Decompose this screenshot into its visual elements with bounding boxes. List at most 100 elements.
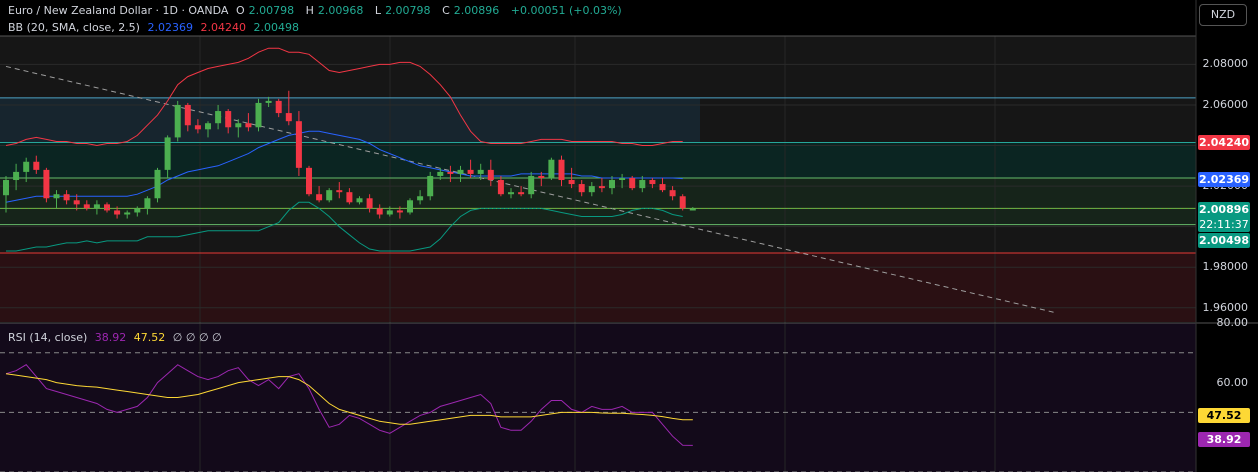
candle-body xyxy=(518,192,525,195)
countdown-value: 22:11:37 xyxy=(1199,218,1249,231)
price-tick-label: 2.08000 xyxy=(1202,57,1249,71)
bb-upper-badge: 2.04240 xyxy=(1198,135,1250,150)
candle-body xyxy=(23,161,30,172)
candle-body xyxy=(386,210,393,215)
candle-body xyxy=(609,180,615,189)
candle-body xyxy=(558,159,565,181)
candle-body xyxy=(255,102,262,128)
zone-teal xyxy=(0,142,1196,178)
rsi-pane-bg xyxy=(0,323,1196,472)
open-key: O xyxy=(235,4,245,17)
candle-body xyxy=(396,210,403,213)
bb-upper-line xyxy=(5,47,683,147)
candle-body xyxy=(376,208,383,215)
candle-body xyxy=(144,198,151,209)
candle-body xyxy=(619,177,626,181)
candle-body xyxy=(356,198,363,203)
candle-body xyxy=(174,104,181,138)
candle-body xyxy=(326,190,333,201)
zone-green xyxy=(0,177,1196,225)
rsi-ma-value: 47.52 xyxy=(133,331,166,344)
high-key: H xyxy=(305,4,314,17)
candle-body xyxy=(13,171,20,181)
candle-body xyxy=(164,137,171,170)
candle-body xyxy=(285,113,292,122)
bb-lower-badge: 2.00498 xyxy=(1198,233,1250,248)
candle-body xyxy=(215,111,222,124)
symbol-legend: Euro / New Zealand Dollar · 1D · OANDA O… xyxy=(8,4,626,17)
bb-lower-line xyxy=(6,201,683,252)
price-tick-label: 2.06000 xyxy=(1202,97,1249,111)
candle-body xyxy=(346,192,353,203)
price-tick-label: 1.96000 xyxy=(1202,300,1249,314)
candle-body xyxy=(83,204,90,209)
candle-body xyxy=(578,184,585,193)
candle-body xyxy=(538,175,545,178)
zone-red xyxy=(0,253,1196,322)
candle-body xyxy=(73,200,80,205)
candle-body xyxy=(336,190,343,193)
candle-body xyxy=(184,104,191,126)
candle-body xyxy=(528,175,535,195)
candle-body xyxy=(93,204,100,209)
candle-body xyxy=(649,180,656,185)
candle-body xyxy=(235,123,242,128)
rsi-tick-label: 80.00 xyxy=(1216,316,1249,329)
close-value: 2.00896 xyxy=(453,4,500,17)
candle-body xyxy=(629,177,636,189)
rsi-empty-values: ∅ ∅ ∅ ∅ xyxy=(172,331,222,344)
candle-body xyxy=(154,169,161,199)
currency-button[interactable]: NZD xyxy=(1199,4,1247,26)
rsi-badge: 38.92 xyxy=(1198,432,1250,447)
candle-body xyxy=(265,100,272,103)
candle-body xyxy=(275,100,282,114)
candle-body xyxy=(497,180,504,195)
symbol-title: Euro / New Zealand Dollar · 1D · OANDA xyxy=(8,4,229,17)
bb-label: BB (20, SMA, close, 2.5) xyxy=(8,21,140,34)
rsi-ma-line xyxy=(5,373,693,425)
candle-body xyxy=(508,192,514,195)
candle-body xyxy=(407,200,413,213)
open-value: 2.00798 xyxy=(248,4,295,17)
bb-basis-line xyxy=(5,130,683,203)
candle-body xyxy=(689,208,696,211)
bb-legend[interactable]: BB (20, SMA, close, 2.5) 2.02369 2.04240… xyxy=(8,21,303,34)
candle-body xyxy=(679,196,686,209)
low-value: 2.00798 xyxy=(385,4,431,17)
candle-body xyxy=(548,159,555,178)
price-tick-label: 1.98000 xyxy=(1202,260,1249,274)
candle-body xyxy=(457,169,464,174)
bb-basis-value: 2.02369 xyxy=(147,21,193,34)
change-value: +0.00051 (+0.03%) xyxy=(510,4,622,17)
close-key: C xyxy=(442,4,450,17)
candle-body xyxy=(306,167,312,195)
candle-body xyxy=(639,180,646,189)
candle-body xyxy=(427,175,434,197)
candle-body xyxy=(43,169,50,199)
candle-body xyxy=(447,171,454,174)
candle-body xyxy=(205,123,211,130)
rsi-line xyxy=(5,364,693,446)
candle-body xyxy=(225,111,232,128)
candle-body xyxy=(417,196,424,201)
candle-body xyxy=(53,194,60,199)
candle-body xyxy=(487,169,494,181)
candle-body xyxy=(568,180,575,185)
rsi-value: 38.92 xyxy=(94,331,127,344)
rsi-label: RSI (14, close) xyxy=(8,331,88,344)
candle-body xyxy=(366,198,373,209)
candle-body xyxy=(477,169,484,174)
candle-body xyxy=(63,194,70,201)
candle-body xyxy=(295,121,302,168)
candle-body xyxy=(245,123,252,128)
candle-body xyxy=(33,161,40,170)
candle-body xyxy=(598,186,605,189)
last-price-badge: 2.00896 22:11:37 xyxy=(1198,202,1250,232)
bb-upper-value: 2.04240 xyxy=(200,21,246,34)
rsi-legend[interactable]: RSI (14, close) 38.92 47.52 ∅ ∅ ∅ ∅ xyxy=(8,331,226,344)
candle-body xyxy=(104,204,110,211)
low-key: L xyxy=(374,4,382,17)
candle-body xyxy=(588,186,595,193)
